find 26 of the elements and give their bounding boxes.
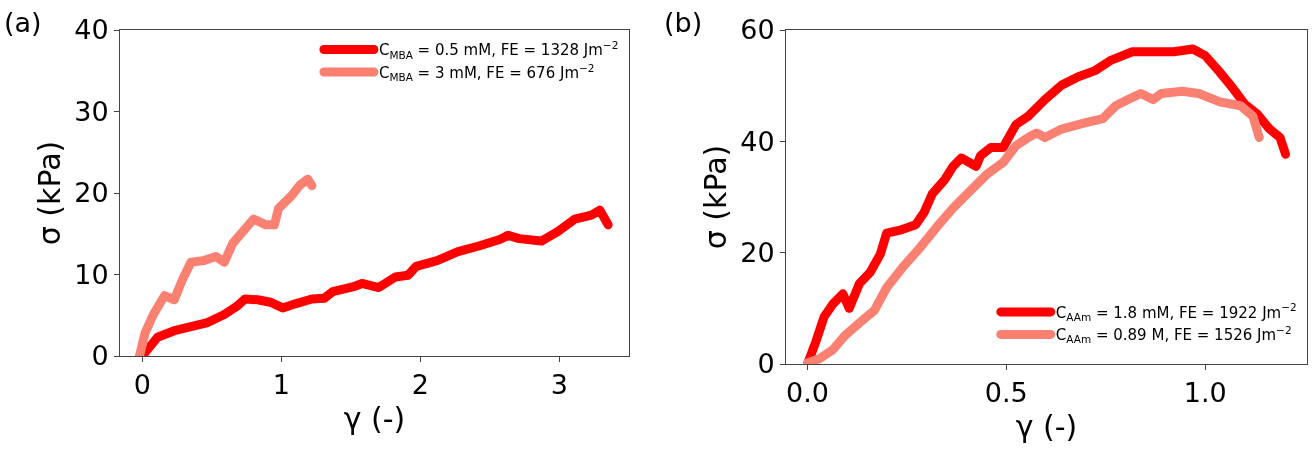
x-axis-title: γ (-): [1015, 408, 1078, 444]
legend-label: C$_{MBA}$ = 3 mM, FE = 676 Jm$^{−2}$: [378, 61, 595, 84]
y-axis-title: σ (kPa): [698, 144, 734, 250]
x-axis-title: γ (-): [343, 400, 406, 436]
legend-label: C$_{AAm}$ = 1.8 mM, FE = 1922 Jm$^{−2}$: [1055, 301, 1297, 323]
y-axis-title: σ (kPa): [32, 140, 68, 246]
x-tick-label: 1.0: [1183, 377, 1227, 409]
text: (a): [4, 7, 42, 38]
x-tick-label: 0.5: [984, 377, 1028, 409]
y-tick-label: 40: [740, 125, 775, 157]
legend-label: C$_{MBA}$ = 0.5 mM, FE = 1328 Jm$^{−2}$: [378, 39, 619, 61]
y-tick-label: 10: [74, 258, 109, 290]
x-tick-label: 2: [411, 369, 429, 401]
y-tick-label: 0: [91, 340, 109, 372]
x-tick-label: 0: [133, 369, 151, 401]
x-tick-label: 0.0: [786, 377, 829, 409]
y-tick-label: 20: [740, 237, 775, 269]
y-tick-label: 30: [74, 95, 109, 127]
x-tick-label: 3: [550, 369, 569, 401]
y-tick-label: 20: [74, 177, 109, 209]
y-tick-label: 60: [740, 14, 775, 46]
y-tick-label: 0: [757, 348, 775, 380]
x-tick-label: 1: [272, 369, 290, 401]
legend-label: C$_{AAm}$ = 0.89 M, FE = 1526 Jm$^{−2}$: [1055, 323, 1292, 346]
y-tick-label: 40: [74, 14, 109, 46]
text: (b): [664, 7, 703, 38]
